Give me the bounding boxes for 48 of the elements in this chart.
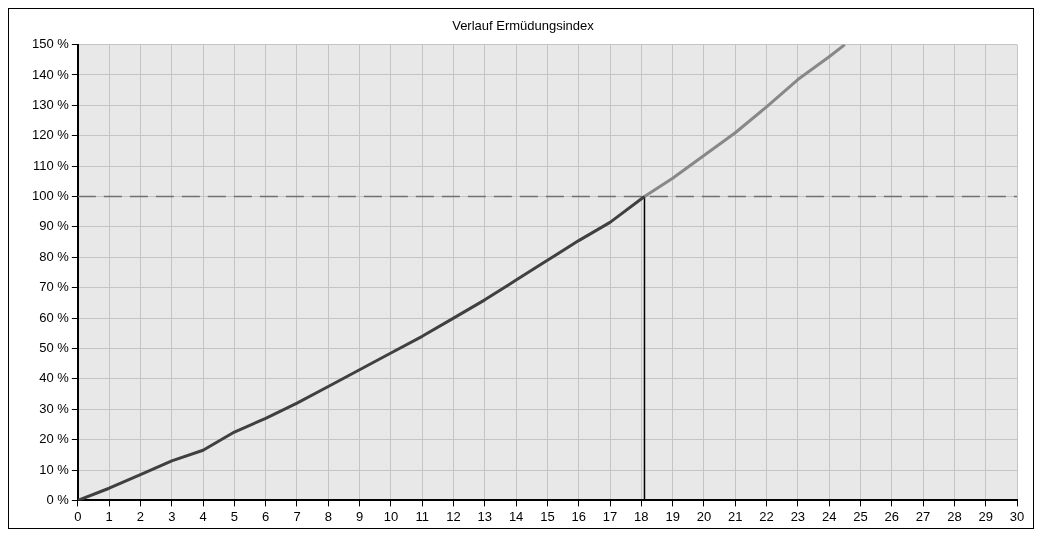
- y-tick-label: 150 %: [31, 36, 70, 52]
- y-tick-label: 120 %: [31, 127, 70, 143]
- y-tick-label: 70 %: [39, 279, 70, 295]
- x-tick-label: 18: [634, 508, 649, 524]
- x-tick-label: 27: [915, 508, 931, 524]
- y-tick-label: 60 %: [39, 309, 70, 325]
- x-tick-label: 17: [602, 508, 618, 524]
- y-tick-label: 20 %: [39, 431, 70, 447]
- x-tick-label: 28: [947, 508, 962, 524]
- chart-title: Verlauf Ermüdungsindex: [452, 18, 595, 34]
- y-tick-label: 0 %: [46, 491, 70, 507]
- y-tick-label: 30 %: [39, 400, 70, 416]
- y-tick-label: 100 %: [31, 188, 70, 204]
- x-tick-label: 6: [262, 508, 270, 524]
- x-tick-label: 0: [74, 508, 82, 524]
- y-tick-label: 130 %: [31, 96, 70, 112]
- y-tick-label: 110 %: [32, 157, 70, 173]
- x-tick-label: 23: [790, 508, 806, 524]
- x-tick-label: 7: [293, 508, 301, 524]
- x-tick-label: 20: [696, 508, 712, 524]
- y-tick-label: 50 %: [39, 340, 70, 356]
- x-tick-label: 29: [978, 508, 993, 524]
- x-tick-label: 11: [415, 508, 429, 524]
- x-tick-label: 15: [540, 508, 555, 524]
- x-tick-label: 9: [355, 508, 364, 524]
- x-tick-label: 19: [665, 508, 680, 524]
- y-tick-label: 90 %: [39, 218, 70, 234]
- x-tick-label: 24: [821, 508, 837, 524]
- x-tick-label: 4: [199, 508, 207, 524]
- x-tick-label: 22: [759, 508, 774, 524]
- x-tick-label: 2: [136, 508, 145, 524]
- x-tick-label: 25: [853, 508, 868, 524]
- x-tick-label: 8: [324, 508, 332, 524]
- x-tick-label: 1: [105, 508, 113, 524]
- x-tick-label: 13: [477, 508, 493, 524]
- y-tick-label: 80 %: [39, 248, 70, 264]
- x-tick-label: 16: [571, 508, 586, 524]
- y-tick-label: 140 %: [31, 66, 70, 82]
- x-tick-label: 5: [230, 508, 238, 524]
- x-tick-label: 12: [446, 508, 461, 524]
- x-tick-label: 21: [728, 508, 743, 524]
- y-tick-label: 10 %: [39, 461, 70, 477]
- x-tick-label: 10: [383, 508, 399, 524]
- x-tick-label: 26: [884, 508, 900, 524]
- x-tick-label: 14: [508, 508, 524, 524]
- x-tick-label: 30: [1009, 508, 1025, 524]
- x-tick-label: 3: [168, 508, 176, 524]
- y-tick-label: 40 %: [39, 370, 70, 386]
